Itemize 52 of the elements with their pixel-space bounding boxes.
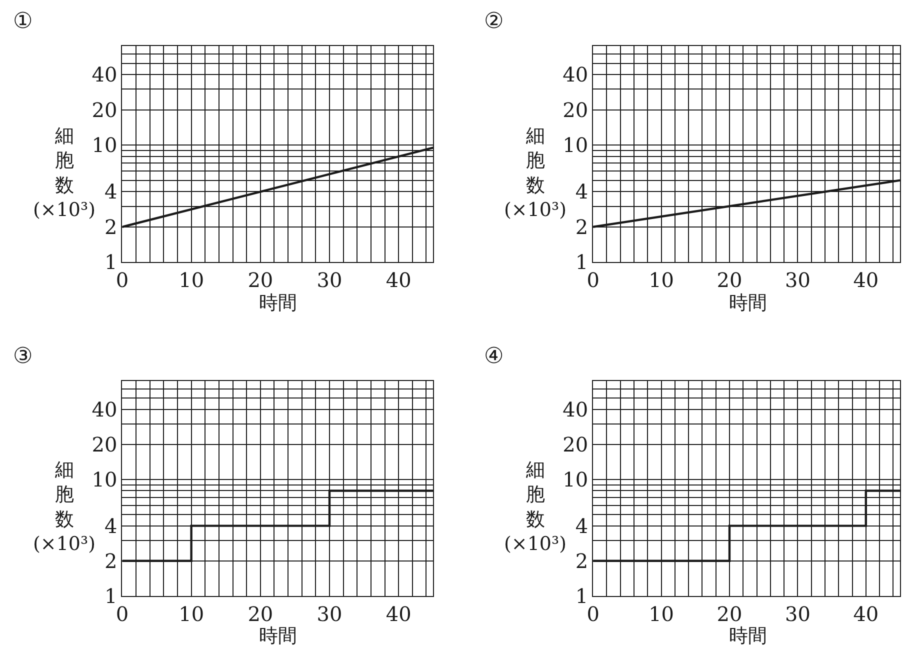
y-tick-label: 20: [562, 432, 588, 456]
chart-title: ①: [13, 9, 33, 34]
y-tick-label: 20: [92, 98, 118, 122]
y-tick-label: 10: [92, 467, 118, 492]
x-tick-label: 40: [386, 602, 412, 626]
x-axis-title: 時間: [259, 292, 297, 314]
y-tick-label: 2: [575, 214, 588, 239]
x-axis-title: 時間: [259, 625, 297, 647]
y-tick-label: 1: [575, 250, 588, 274]
y-tick-label: 4: [104, 514, 118, 538]
y-tick-label: 2: [575, 548, 588, 573]
chart-title: ④: [484, 344, 504, 369]
y-tick-label: 10: [562, 467, 588, 492]
x-tick-label: 40: [853, 268, 879, 292]
y-tick-label: 40: [562, 62, 588, 87]
x-tick-label: 0: [116, 602, 129, 626]
x-tick-label: 10: [178, 602, 204, 626]
y-tick-label: 20: [562, 98, 588, 122]
x-tick-label: 40: [853, 602, 879, 626]
y-tick-label: 1: [575, 584, 588, 608]
x-tick-label: 10: [648, 268, 674, 292]
chart-title: ③: [13, 344, 33, 369]
x-tick-label: 10: [178, 268, 204, 292]
y-tick-label: 10: [562, 133, 588, 158]
y-tick-label: 1: [104, 584, 118, 608]
x-tick-label: 40: [386, 268, 412, 292]
y-tick-label: 20: [92, 432, 118, 456]
x-tick-label: 30: [784, 602, 810, 626]
x-tick-label: 30: [316, 268, 342, 292]
x-tick-label: 20: [248, 602, 274, 626]
x-axis-title: 時間: [729, 292, 767, 314]
x-tick-label: 20: [716, 268, 742, 292]
y-tick-label: 40: [92, 62, 118, 87]
y-tick-label: 4: [104, 180, 118, 204]
y-tick-label: 4: [575, 180, 588, 204]
y-tick-label: 1: [104, 250, 118, 274]
y-tick-label: 2: [104, 214, 118, 239]
y-tick-label: 40: [92, 397, 118, 422]
x-tick-label: 10: [648, 602, 674, 626]
chart-title: ②: [484, 9, 504, 34]
x-tick-label: 30: [784, 268, 810, 292]
x-tick-label: 30: [316, 602, 342, 626]
y-tick-label: 4: [575, 514, 588, 538]
x-tick-label: 0: [116, 268, 129, 292]
y-tick-label: 40: [562, 397, 588, 422]
x-tick-label: 0: [586, 602, 600, 626]
y-tick-label: 2: [104, 548, 118, 573]
x-tick-label: 20: [716, 602, 742, 626]
y-tick-label: 10: [92, 133, 118, 158]
x-tick-label: 0: [586, 268, 600, 292]
x-tick-label: 20: [248, 268, 274, 292]
x-axis-title: 時間: [729, 625, 767, 647]
